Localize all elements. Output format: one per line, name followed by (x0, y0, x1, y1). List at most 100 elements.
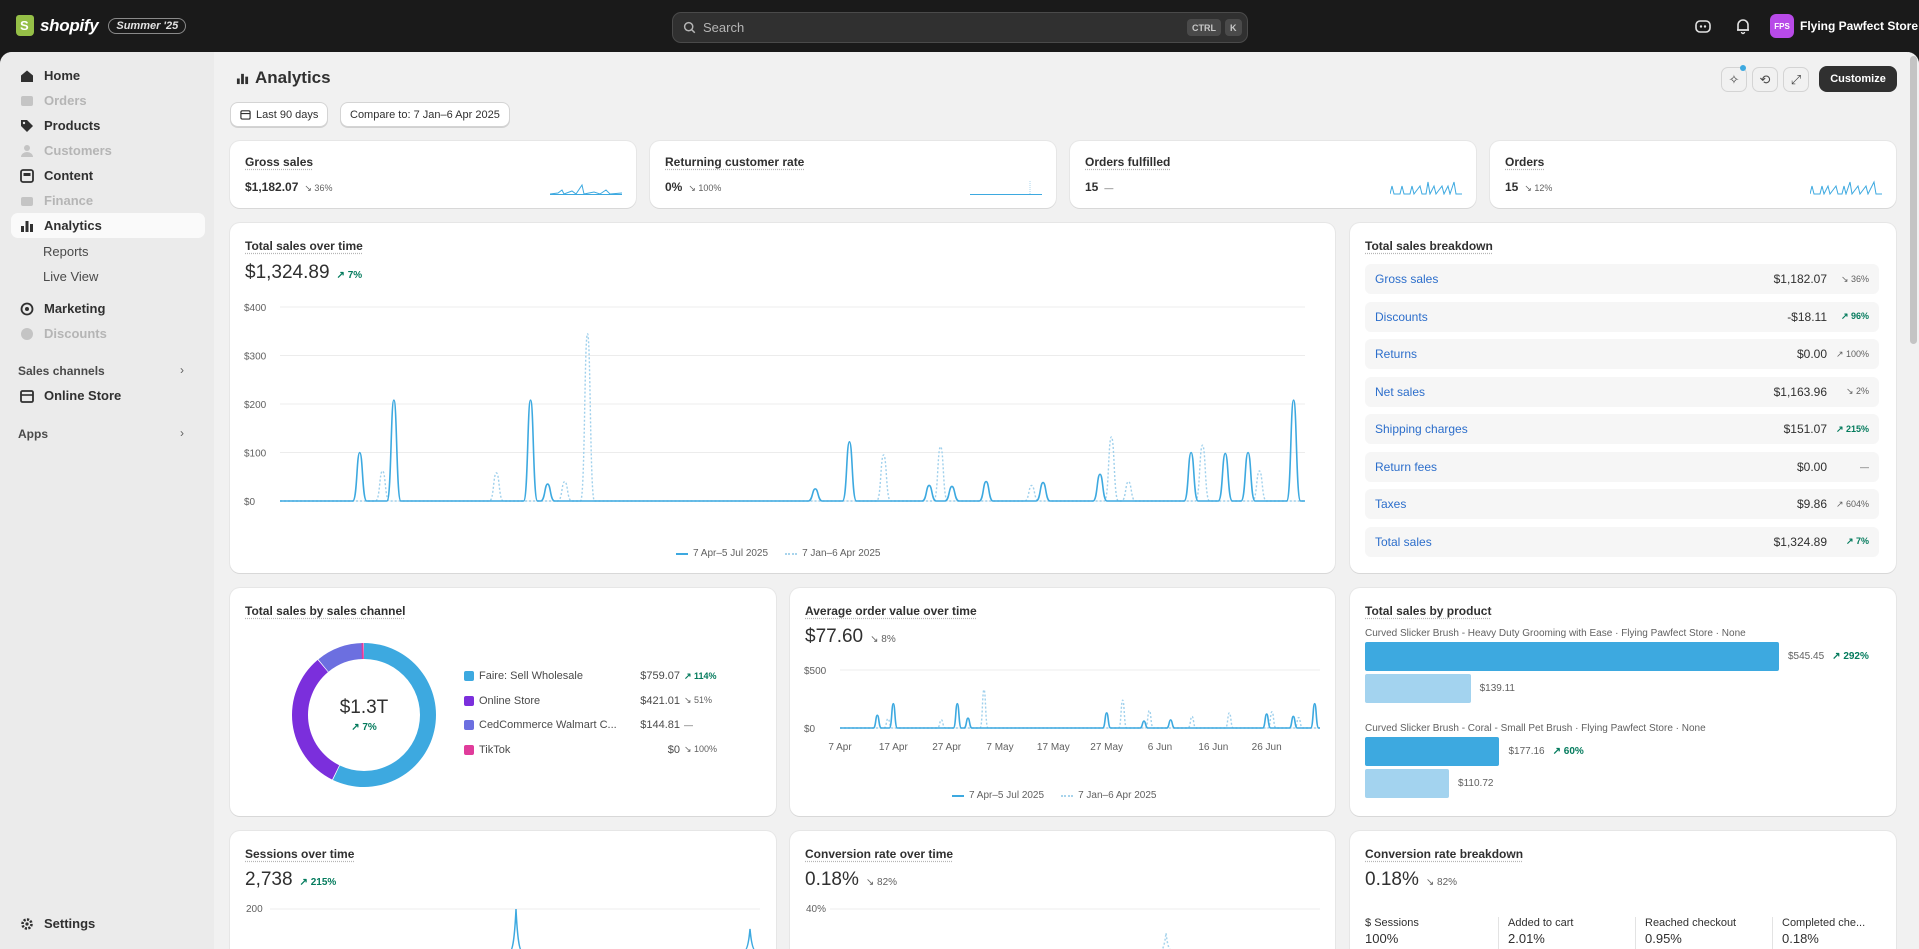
nav-live-view[interactable]: Live View (43, 269, 99, 284)
breakdown-row[interactable]: Taxes $9.86 ↗ 604% (1365, 489, 1879, 519)
ai-insights-button[interactable]: ✧ (1721, 65, 1747, 92)
divider (1772, 917, 1773, 949)
chevron-right-icon[interactable]: › (180, 426, 184, 440)
nav-finance[interactable]: Finance (11, 188, 205, 213)
breakdown-label[interactable]: Shipping charges (1375, 422, 1468, 436)
y-tick: 200 (246, 904, 263, 915)
kpi-card-orders-fulfilled[interactable]: Orders fulfilled 15 — (1070, 141, 1476, 208)
breakdown-row[interactable]: Gross sales $1,182.07 ↘ 36% (1365, 264, 1879, 294)
breakdown-row[interactable]: Returns $0.00 ↗ 100% (1365, 339, 1879, 369)
product-bar-current[interactable] (1365, 642, 1779, 671)
breakdown-label[interactable]: Discounts (1375, 309, 1428, 324)
breakdown-label[interactable]: Net sales (1375, 384, 1426, 399)
funnel-label: Reached checkout (1645, 917, 1737, 929)
dollar-icon: $ (1365, 917, 1375, 929)
fullscreen-button[interactable]: ⤢ (1783, 67, 1809, 92)
gear-icon (21, 917, 33, 930)
series-line-previous[interactable] (840, 689, 1320, 729)
funnel-value: 2.01% (1508, 931, 1545, 946)
total-sales-card: Total sales over time $1,324.89 ↗ 7% $400… (230, 223, 1335, 573)
nav-discounts[interactable]: Discounts (11, 321, 205, 346)
conversion-breakdown-card: Conversion rate breakdown 0.18% ↘ 82% $ S… (1350, 831, 1896, 949)
card-title[interactable]: Average order value over time (805, 604, 977, 618)
product-prev-value: $110.72 (1458, 778, 1494, 789)
kpi-card-returning-rate[interactable]: Returning customer rate 0% ↘ 100% (650, 141, 1056, 208)
sidekick-icon[interactable] (1694, 17, 1712, 35)
calendar-icon (240, 110, 251, 120)
conversion-line-chart (830, 908, 1320, 949)
donut-slice[interactable] (292, 659, 340, 780)
store-menu[interactable]: FPS Flying Pawfect Store (1770, 14, 1918, 38)
legend-swatch (464, 744, 474, 755)
breakdown-row[interactable]: Return fees $0.00 — (1365, 451, 1879, 482)
scrollbar[interactable] (1908, 52, 1919, 949)
card-title[interactable]: Total sales by product (1365, 604, 1492, 618)
nav-marketing[interactable]: Marketing (11, 296, 205, 321)
date-range-button[interactable]: Last 90 days (230, 102, 329, 127)
bar-chart-icon (21, 220, 33, 232)
admin-shell: Home Orders Products Customers Content F… (0, 52, 1919, 949)
breakdown-label[interactable]: Total sales (1375, 534, 1432, 549)
nav-products-label: Products (44, 118, 101, 133)
search-placeholder: Search (703, 20, 745, 35)
breakdown-row[interactable]: Shipping charges $151.07 ↗ 215% (1365, 414, 1879, 444)
channel-legend-item[interactable]: Online Store $421.01 ↘ 51% (464, 695, 724, 707)
donut-slice[interactable] (332, 643, 436, 787)
donut-slice[interactable] (318, 643, 364, 672)
bell-icon[interactable] (1734, 17, 1752, 35)
nav-products[interactable]: Products (11, 113, 205, 138)
breakdown-label[interactable]: Returns (1375, 347, 1418, 361)
change-badge: ↘ 82% (865, 877, 898, 888)
compare-button[interactable]: Compare to: 7 Jan–6 Apr 2025 (340, 102, 510, 127)
series-line-current[interactable] (840, 702, 1320, 729)
scrollbar-thumb[interactable] (1910, 56, 1917, 344)
kpi-value: 15 — (1085, 180, 1113, 194)
funnel-step-sessions: $ Sessions 100% (1365, 917, 1419, 946)
search-bar[interactable]: Search CTRL K (672, 12, 1248, 43)
sparkline (1810, 180, 1882, 195)
apps-heading[interactable]: Apps (18, 427, 48, 441)
breakdown-label[interactable]: Return fees (1375, 459, 1438, 474)
card-title[interactable]: Conversion rate breakdown (1365, 847, 1524, 861)
conversion-card: Conversion rate over time 0.18% ↘ 82% 40% (790, 831, 1335, 949)
x-tick-label: 27 Apr (932, 742, 962, 753)
nav-customers[interactable]: Customers (11, 138, 205, 163)
nav-settings[interactable]: Settings (11, 911, 205, 936)
product-bar-previous[interactable] (1365, 769, 1450, 798)
channel-legend-item[interactable]: TikTok $0 ↘ 100% (464, 744, 724, 756)
breakdown-row[interactable]: Discounts -$18.11 ↗ 96% (1365, 301, 1879, 332)
breakdown-label[interactable]: Taxes (1375, 497, 1407, 511)
chevron-right-icon[interactable]: › (180, 363, 184, 377)
card-title[interactable]: Sessions over time (245, 847, 355, 861)
series-line-previous[interactable] (280, 332, 1305, 502)
kpi-card-orders[interactable]: Orders 15 ↘ 12% (1490, 141, 1896, 208)
card-title[interactable]: Total sales breakdown (1365, 239, 1493, 253)
nav-content[interactable]: Content (11, 163, 205, 188)
series-line-current[interactable] (280, 399, 1305, 502)
nav-online-store[interactable]: Online Store (11, 383, 205, 408)
nav-analytics[interactable]: Analytics (11, 213, 205, 238)
channel-legend-item[interactable]: Faire: Sell Wholesale $759.07 ↗ 114% (464, 670, 724, 682)
breakdown-row[interactable]: Total sales $1,324.89 ↗ 7% (1365, 526, 1879, 557)
card-title[interactable]: Total sales over time (245, 239, 363, 253)
breakdown-row[interactable]: Net sales $1,163.96 ↘ 2% (1365, 376, 1879, 407)
nav-home[interactable]: Home (11, 63, 205, 88)
customize-button[interactable]: Customize (1819, 66, 1897, 92)
nav-reports[interactable]: Reports (43, 244, 89, 259)
card-title[interactable]: Total sales by sales channel (245, 604, 406, 618)
nav-orders[interactable]: Orders (11, 88, 205, 113)
kpi-card-gross-sales[interactable]: Gross sales $1,182.07 ↘ 36% (230, 141, 636, 208)
product-bar-previous[interactable] (1365, 674, 1471, 703)
refresh-button[interactable]: ⟲ (1752, 67, 1778, 92)
channel-legend-item[interactable]: CedCommerce Walmart C... $144.81 — (464, 719, 724, 731)
big-number: 2,738 (245, 869, 293, 890)
product-label: Curved Slicker Brush - Coral - Small Pet… (1365, 723, 1706, 734)
product-bar-current[interactable] (1365, 737, 1500, 766)
product-value: $177.16 ↗ 60% (1508, 746, 1583, 757)
channel-change: — (684, 720, 693, 730)
sales-channels-heading[interactable]: Sales channels (18, 364, 105, 378)
shopify-logo[interactable]: shopify Summer '25 (16, 15, 187, 36)
edition-badge[interactable]: Summer '25 (108, 17, 187, 34)
card-title[interactable]: Conversion rate over time (805, 847, 954, 861)
breakdown-label[interactable]: Gross sales (1375, 272, 1439, 286)
